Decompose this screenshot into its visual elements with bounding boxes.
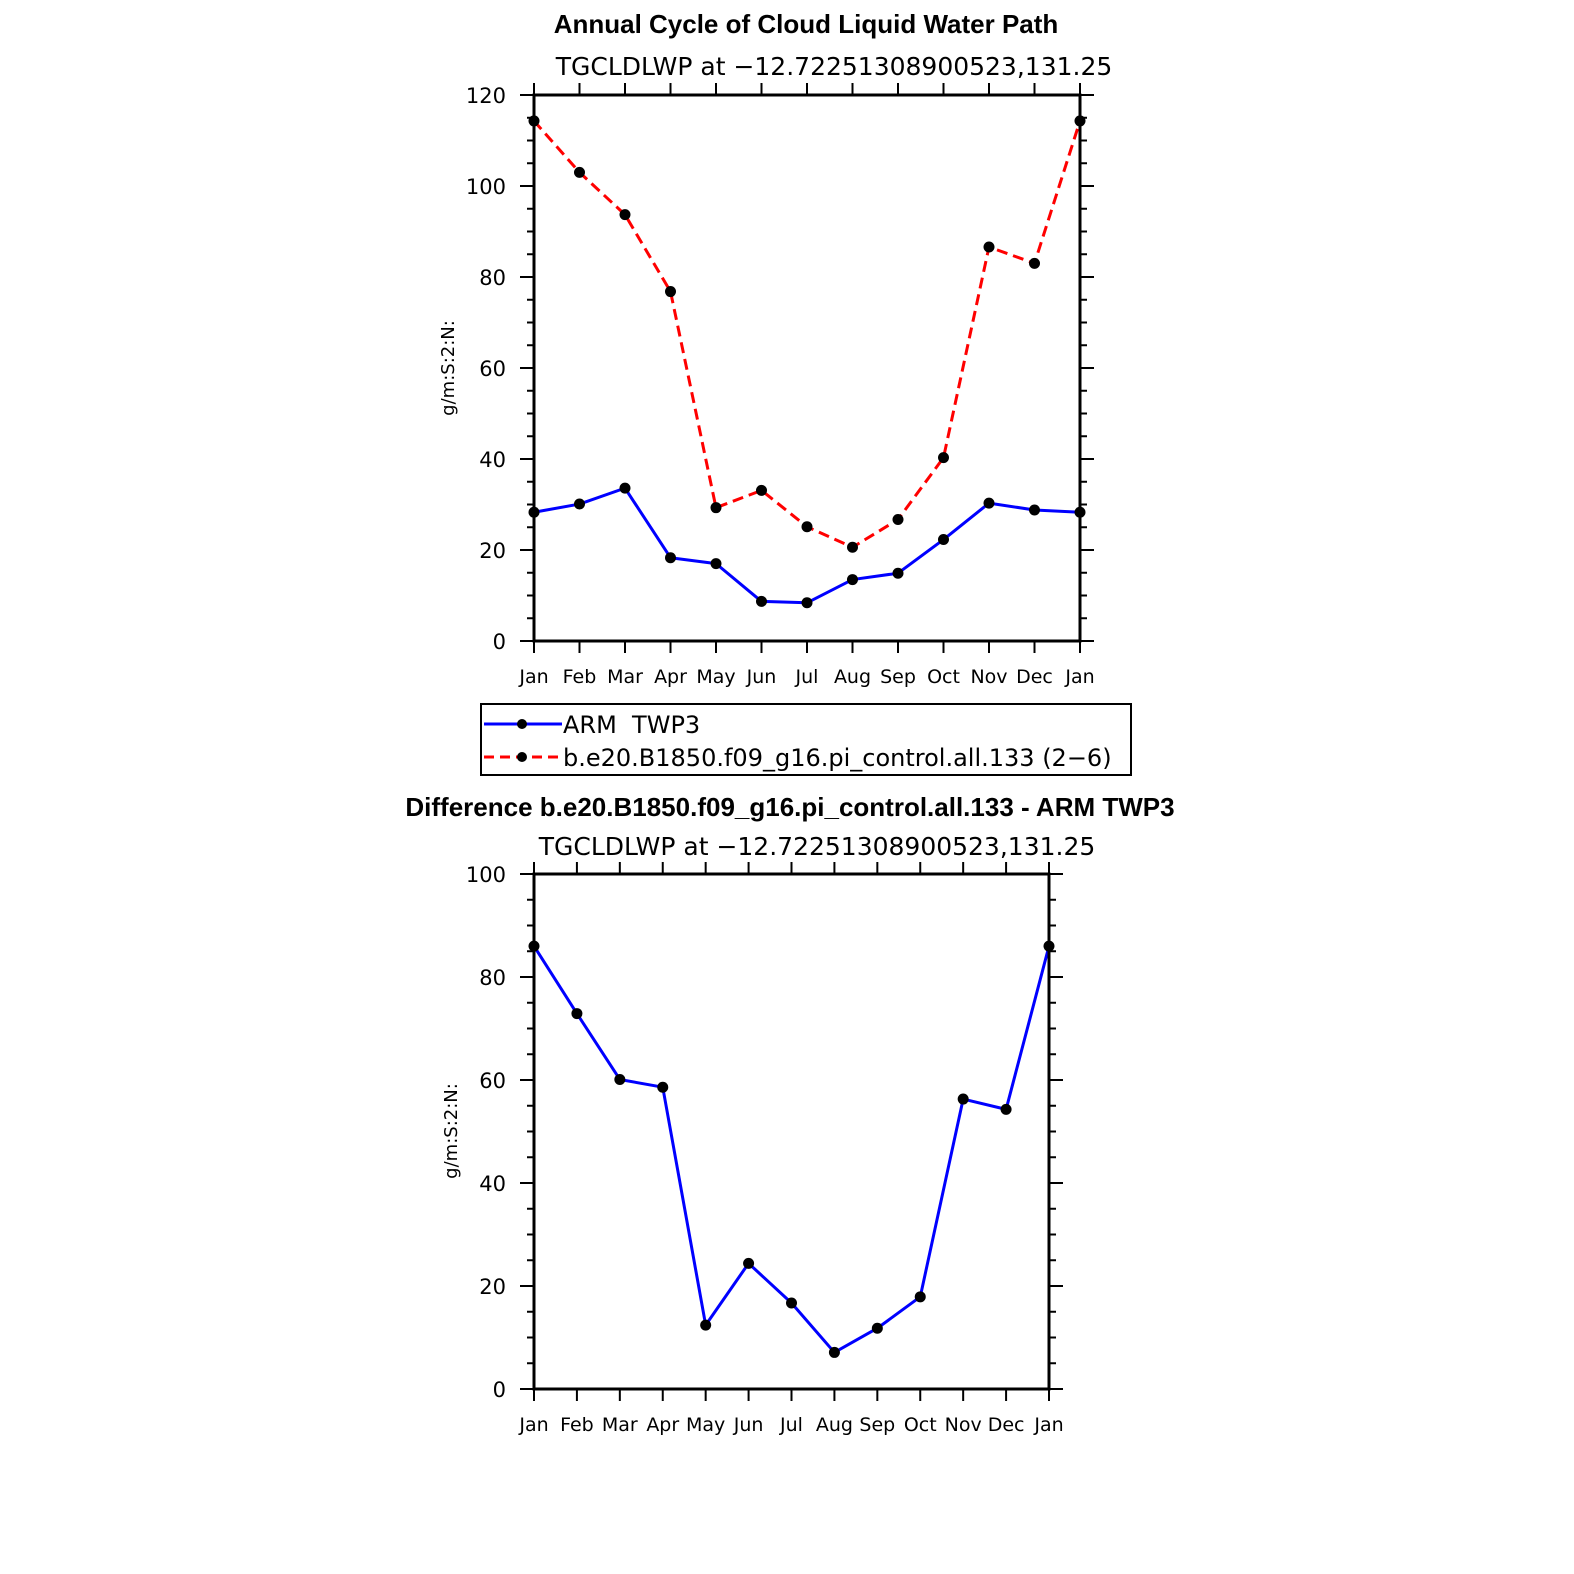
series-1-point <box>756 484 767 496</box>
series-0-point <box>786 1297 797 1309</box>
data-series <box>528 115 1086 609</box>
legend-label-model: b.e20.B1850.f09_g16.pi_control.all.133 (… <box>563 744 1112 772</box>
tick-labels: Jan Feb Mar Apr May Jun Jul Aug Sep Oct Nov Dec Jan 0… <box>466 863 1064 1436</box>
series-0-point <box>957 1093 969 1105</box>
x-tick-label: Dec <box>988 1414 1025 1436</box>
x-tick-label: Feb <box>560 1414 594 1436</box>
series-0-point <box>665 552 676 564</box>
x-tick-label: Sep <box>880 666 916 688</box>
y-tick-label: 80 <box>479 266 506 290</box>
x-tick-label: Jun <box>746 666 777 688</box>
legend-marker-arm <box>517 719 527 729</box>
series-0-point <box>700 1319 712 1331</box>
series-1-point <box>801 521 813 533</box>
series-1-point <box>1029 257 1040 269</box>
series-0-point <box>1029 504 1040 516</box>
x-tick-label: Feb <box>563 666 597 688</box>
chart-subtitle: TGCLDLWP at −12.72251308900523,131.25 <box>538 832 1096 861</box>
y-tick-label: 60 <box>479 1069 506 1093</box>
y-tick-label: 120 <box>466 84 506 108</box>
y-tick-label: 0 <box>493 1378 506 1402</box>
series-0-point <box>847 574 858 586</box>
series-0-point <box>914 1291 926 1303</box>
x-tick-label: Aug <box>834 666 871 688</box>
series-0-point <box>657 1081 669 1093</box>
y-tick-label: 40 <box>479 1172 506 1196</box>
series-0-point <box>1000 1103 1012 1115</box>
series-line-0 <box>532 945 1051 1354</box>
y-tick-label: 80 <box>479 966 506 990</box>
series-1-point <box>574 166 585 178</box>
y-tick-label: 100 <box>466 175 506 199</box>
series-1-point <box>938 452 949 464</box>
x-tick-label: Jan <box>1064 666 1094 688</box>
series-line-1 <box>532 119 1082 549</box>
x-tick-label: Nov <box>970 666 1007 688</box>
tick-marks <box>520 862 1063 1401</box>
x-tick-label: Jul <box>779 1414 803 1436</box>
y-tick-label: 60 <box>479 357 506 381</box>
tick-labels: Jan Feb Mar Apr May Jun Jul Aug Sep Oct Nov Dec Jan 0… <box>466 84 1095 688</box>
series-0-point <box>619 482 631 494</box>
series-1-point <box>665 286 676 298</box>
legend-box <box>480 703 1132 776</box>
x-tick-label: Jan <box>518 1414 548 1436</box>
x-tick-label: Oct <box>927 666 960 688</box>
x-tick-label: Oct <box>904 1414 937 1436</box>
series-0-point <box>801 597 813 609</box>
legend-marker-model <box>517 752 527 762</box>
x-tick-label: Apr <box>654 666 687 688</box>
series-line-0 <box>533 486 1081 605</box>
series-0-point <box>743 1257 755 1269</box>
x-tick-label: Jun <box>733 1414 764 1436</box>
tick-marks <box>520 83 1094 653</box>
series-0-point <box>938 534 949 546</box>
series-0-point <box>828 1346 840 1358</box>
chart-subtitle: TGCLDLWP at −12.72251308900523,131.25 <box>555 52 1113 81</box>
x-tick-label: Nov <box>945 1414 982 1436</box>
x-tick-label: Sep <box>859 1414 895 1436</box>
series-0-point <box>710 558 722 570</box>
x-tick-label: Jul <box>795 666 819 688</box>
y-tick-label: 20 <box>479 1275 506 1299</box>
x-tick-label: May <box>686 1414 725 1436</box>
x-tick-label: Dec <box>1016 666 1053 688</box>
y-tick-label: 20 <box>479 539 506 563</box>
series-1-point <box>619 209 631 221</box>
series-0-point <box>892 567 904 579</box>
series-0-point <box>574 498 585 510</box>
legend-label-arm: ARM TWP3 <box>563 711 700 739</box>
legend: ARM TWP3 b.e20.B1850.f09_g16.pi_control.… <box>480 703 1132 776</box>
x-tick-label: May <box>696 666 735 688</box>
series-1-point <box>983 241 995 253</box>
y-tick-label: 0 <box>493 630 506 654</box>
x-tick-label: Mar <box>607 666 643 688</box>
series-1-point <box>892 514 904 526</box>
data-series <box>528 940 1055 1358</box>
y-tick-label: 40 <box>479 448 506 472</box>
x-tick-label: Apr <box>646 1414 679 1436</box>
x-tick-label: Aug <box>816 1414 853 1436</box>
y-axis-label: g/m:S:2:N: <box>441 1083 462 1179</box>
x-tick-label: Jan <box>1033 1414 1063 1436</box>
annual-cycle-panel: Annual Cycle of Cloud Liquid Water Path … <box>438 9 1132 776</box>
series-1-point <box>847 541 858 553</box>
chart-title: Difference b.e20.B1850.f09_g16.pi_contro… <box>405 792 1174 822</box>
x-tick-label: Mar <box>602 1414 638 1436</box>
y-tick-label: 100 <box>466 863 506 887</box>
chart-title: Annual Cycle of Cloud Liquid Water Path <box>554 9 1059 39</box>
series-0-point <box>871 1322 883 1334</box>
y-axis-label: g/m:S:2:N: <box>438 320 459 416</box>
plot-frame <box>532 93 1082 643</box>
x-tick-label: Jan <box>518 666 548 688</box>
series-0-point <box>614 1073 626 1085</box>
plot-frame <box>532 872 1051 1391</box>
series-0-point <box>756 595 767 607</box>
series-0-point <box>571 1008 583 1020</box>
difference-panel: Difference b.e20.B1850.f09_g16.pi_contro… <box>405 792 1174 1436</box>
series-0-point <box>983 497 995 509</box>
series-1-point <box>710 502 722 514</box>
